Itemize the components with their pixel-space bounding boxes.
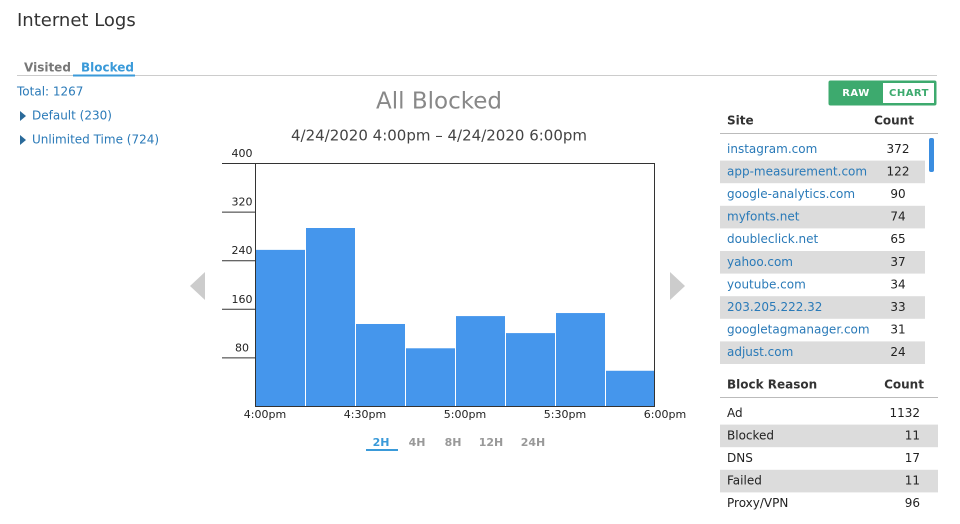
- cell: Ad: [727, 406, 743, 420]
- table-header: Count: [874, 114, 914, 128]
- row-bg: [720, 424, 938, 448]
- total: Total: 1267: [16, 85, 83, 99]
- row-bg: [720, 205, 925, 229]
- cell[interactable]: youtube.com: [727, 277, 806, 291]
- x-tick-label: 5:00pm: [444, 408, 486, 421]
- cell[interactable]: app-measurement.com: [727, 164, 867, 178]
- y-tick-label: 320: [232, 196, 253, 209]
- cell: Failed: [727, 474, 762, 488]
- toggle-button[interactable]: RAW: [842, 88, 870, 99]
- cell[interactable]: googletagmanager.com: [727, 323, 870, 337]
- count: 372: [887, 142, 910, 156]
- count: 33: [890, 300, 905, 314]
- count: 37: [890, 255, 905, 269]
- row-bg: [720, 160, 925, 184]
- range-button[interactable]: 2H: [373, 436, 390, 449]
- bar: [606, 370, 655, 406]
- count: 122: [887, 164, 910, 178]
- next-arrow[interactable]: [670, 272, 685, 300]
- range-button[interactable]: 4H: [409, 436, 426, 449]
- table-header: Block Reason: [727, 378, 817, 392]
- bar: [256, 249, 305, 406]
- cell: DNS: [727, 451, 753, 465]
- range-button[interactable]: 8H: [445, 436, 462, 449]
- y-tick-label: 80: [235, 341, 249, 354]
- table-header: Site: [727, 114, 754, 128]
- count: 1132: [889, 406, 920, 420]
- tab[interactable]: Blocked: [81, 61, 134, 75]
- cell[interactable]: instagram.com: [727, 142, 817, 156]
- group[interactable]: Default (230): [32, 109, 112, 123]
- row-bg: [720, 341, 925, 364]
- chart-subtitle: 4/24/2020 4:00pm – 4/24/2020 6:00pm: [291, 127, 587, 145]
- plot-frame: [255, 163, 655, 407]
- toggle-button[interactable]: CHART: [889, 88, 929, 99]
- range-button[interactable]: 24H: [521, 436, 546, 449]
- bar: [406, 348, 455, 406]
- bar: [356, 323, 405, 406]
- count: 31: [890, 323, 905, 337]
- row-bg: [720, 296, 925, 319]
- count: 11: [905, 474, 920, 488]
- count: 96: [905, 496, 920, 510]
- count: 90: [890, 187, 905, 201]
- count: 11: [905, 428, 920, 442]
- count: 24: [890, 345, 905, 359]
- expand-icon[interactable]: [20, 111, 26, 121]
- cell[interactable]: google-analytics.com: [727, 187, 855, 201]
- bar: [556, 313, 605, 406]
- y-tick-label: 240: [232, 244, 253, 257]
- chart-title: All Blocked: [376, 89, 502, 115]
- cell: Proxy/VPN: [727, 496, 788, 510]
- group[interactable]: Unlimited Time (724): [32, 133, 159, 147]
- row-bg: [720, 469, 938, 493]
- table-header: Count: [884, 378, 924, 392]
- y-tick-label: 160: [232, 293, 253, 306]
- count: 17: [905, 451, 920, 465]
- range-button[interactable]: 12H: [479, 436, 504, 449]
- prev-arrow[interactable]: [190, 272, 205, 300]
- cell[interactable]: adjust.com: [727, 345, 793, 359]
- count: 65: [890, 232, 905, 246]
- scrollbar[interactable]: [929, 138, 934, 172]
- cell[interactable]: yahoo.com: [727, 255, 793, 269]
- x-tick-label: 5:30pm: [544, 408, 586, 421]
- cell[interactable]: 203.205.222.32: [727, 300, 822, 314]
- bar: [506, 333, 555, 406]
- cell: Blocked: [727, 428, 774, 442]
- bar: [456, 316, 505, 406]
- x-tick-label: 4:00pm: [244, 408, 286, 421]
- count: 34: [890, 277, 905, 291]
- cell[interactable]: doubleclick.net: [727, 232, 819, 246]
- row-bg: [720, 251, 925, 274]
- x-tick-label: 6:00pm: [644, 408, 686, 421]
- expand-icon[interactable]: [20, 135, 26, 145]
- cell[interactable]: myfonts.net: [727, 210, 800, 224]
- bar: [306, 228, 355, 406]
- y-tick-label: 400: [232, 147, 253, 160]
- toggle-active: [883, 83, 934, 103]
- page-title: Internet Logs: [17, 10, 136, 31]
- tab[interactable]: Visited: [24, 61, 71, 75]
- x-tick-label: 4:30pm: [344, 408, 386, 421]
- count: 74: [890, 210, 905, 224]
